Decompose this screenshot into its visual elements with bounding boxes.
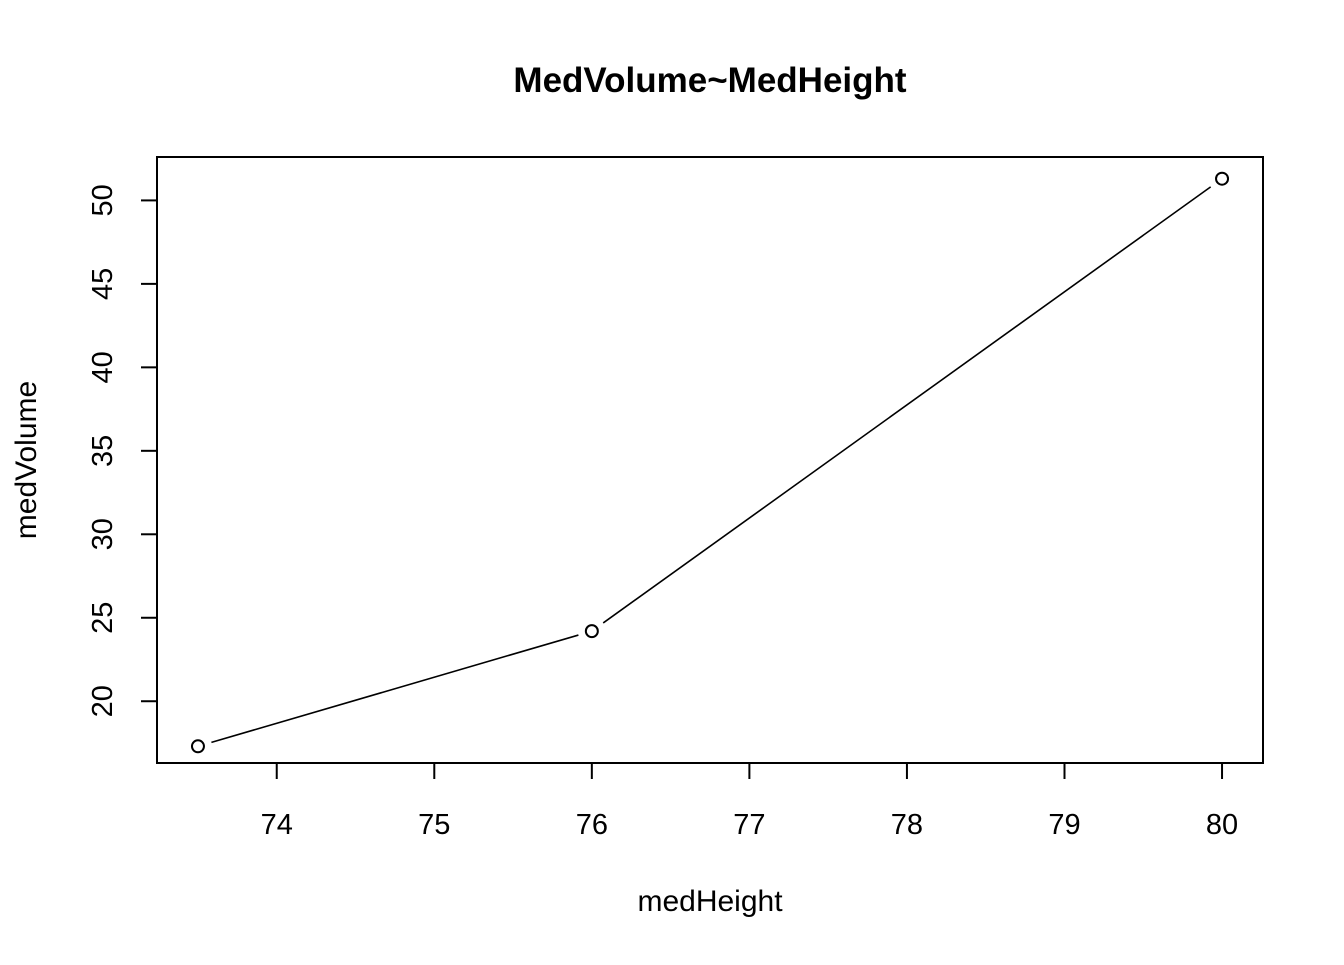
y-tick-label: 20 xyxy=(87,685,119,717)
chart-title: MedVolume~MedHeight xyxy=(513,61,906,100)
y-tick-label: 45 xyxy=(87,268,119,300)
x-tick-label: 80 xyxy=(1206,809,1238,841)
y-tick-label: 35 xyxy=(87,435,119,467)
x-tick-label: 79 xyxy=(1048,809,1080,841)
data-point xyxy=(190,739,205,754)
x-tick-label: 77 xyxy=(733,809,765,841)
y-axis-label: medVolume xyxy=(10,381,43,539)
x-tick-label: 78 xyxy=(891,809,923,841)
data-point xyxy=(584,624,599,639)
plot-frame xyxy=(156,156,1264,764)
y-axis: 20 25 30 35 40 45 50 xyxy=(87,184,158,717)
x-axis: 74 75 76 77 78 79 80 xyxy=(261,762,1238,841)
data-point xyxy=(1215,171,1230,186)
series-line-segment xyxy=(211,634,579,744)
y-tick-label: 30 xyxy=(87,518,119,550)
y-tick-label: 40 xyxy=(87,351,119,383)
x-tick-label: 75 xyxy=(418,809,450,841)
x-axis-label: medHeight xyxy=(637,885,783,918)
x-tick-label: 76 xyxy=(576,809,608,841)
y-tick-label: 50 xyxy=(87,184,119,216)
series-line-segment xyxy=(602,186,1212,624)
y-tick-label: 25 xyxy=(87,602,119,634)
data-series xyxy=(190,171,1230,754)
x-tick-label: 74 xyxy=(261,809,293,841)
